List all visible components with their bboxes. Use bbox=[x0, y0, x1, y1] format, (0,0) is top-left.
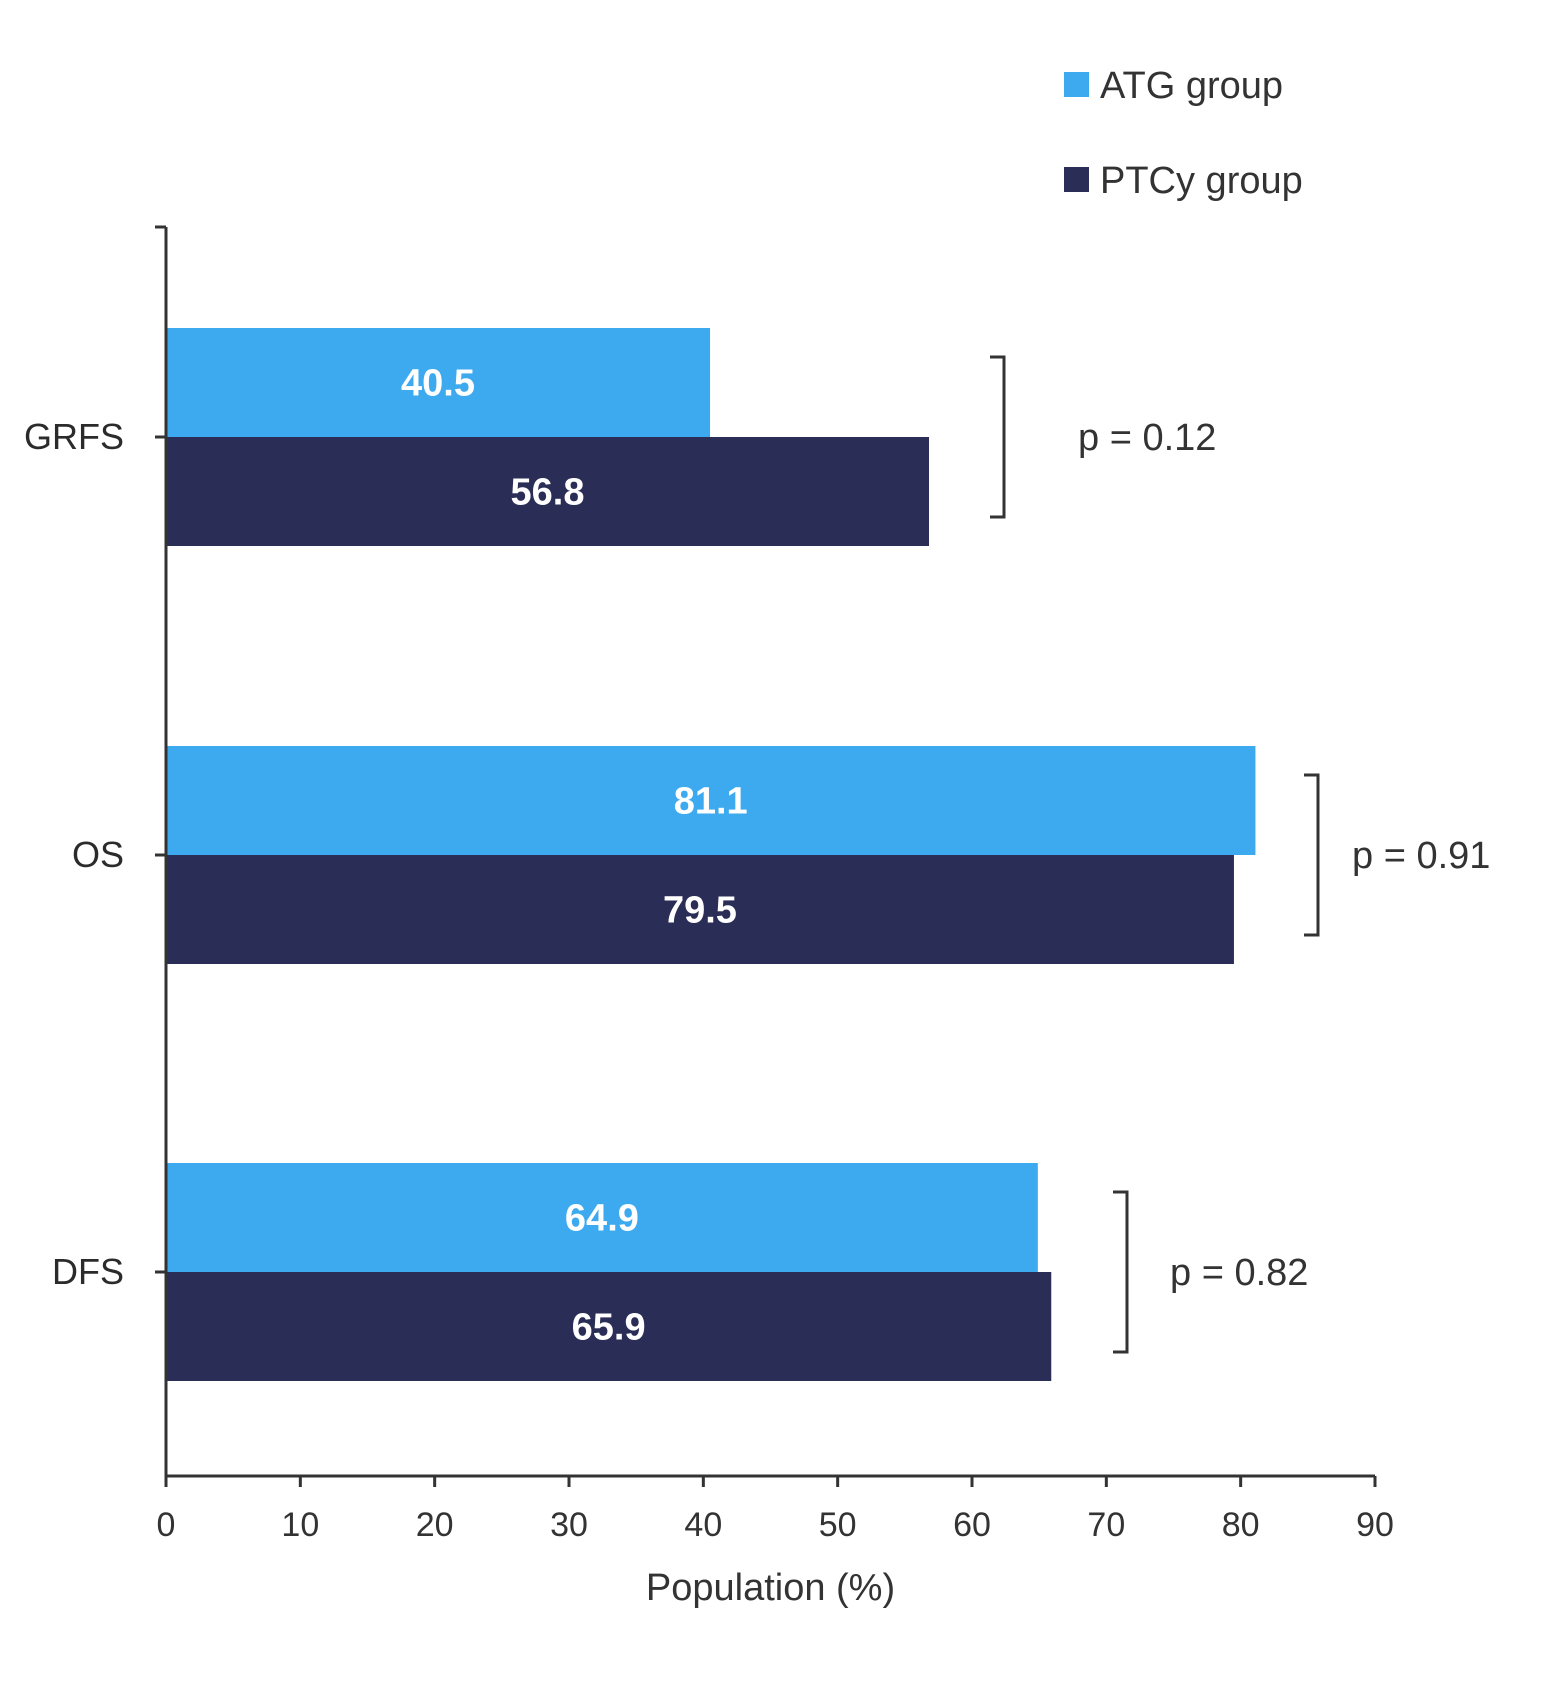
legend-label: ATG group bbox=[1100, 65, 1283, 107]
annotations-group: p = 0.12 p = 0.91 p = 0.82 bbox=[990, 355, 1490, 1354]
legend-swatch bbox=[1064, 72, 1089, 97]
category-label: OS bbox=[72, 834, 124, 875]
legend-label: PTCy group bbox=[1100, 160, 1303, 202]
data-label: 56.8 bbox=[511, 472, 585, 514]
data-labels-group: 40.5 56.8 81.1 79.5 64.9 65.9 bbox=[401, 363, 748, 1349]
category-label: GRFS bbox=[24, 416, 124, 457]
x-tick-label: 30 bbox=[550, 1506, 588, 1544]
x-tick-label: 70 bbox=[1087, 1506, 1125, 1544]
x-tick-label: 60 bbox=[953, 1506, 991, 1544]
x-tick-label: 80 bbox=[1222, 1506, 1260, 1544]
bar-atg-group-grfs bbox=[166, 328, 711, 437]
x-tick-label: 0 bbox=[157, 1506, 176, 1544]
p-value-label: p = 0.91 bbox=[1352, 835, 1490, 877]
bar-ptcy-group-dfs bbox=[166, 1272, 1052, 1381]
data-label: 79.5 bbox=[663, 890, 737, 932]
x-axis-label: Population (%) bbox=[646, 1567, 895, 1609]
data-label: 40.5 bbox=[401, 363, 475, 405]
x-tick-label: 10 bbox=[281, 1506, 319, 1544]
x-tick-label: 90 bbox=[1356, 1506, 1394, 1544]
bars-group bbox=[166, 328, 1256, 1381]
x-tick-label: 40 bbox=[684, 1506, 722, 1544]
significance-bracket bbox=[1304, 773, 1320, 937]
significance-bracket bbox=[1113, 1190, 1129, 1354]
data-label: 65.9 bbox=[572, 1307, 646, 1349]
bar-ptcy-group-grfs bbox=[166, 437, 930, 546]
legend-swatch bbox=[1064, 167, 1089, 192]
data-label: 81.1 bbox=[674, 781, 748, 823]
bar-ptcy-group-os bbox=[166, 855, 1234, 964]
data-label: 64.9 bbox=[565, 1198, 639, 1240]
x-tick-label: 20 bbox=[416, 1506, 454, 1544]
x-tick-label: 50 bbox=[819, 1506, 857, 1544]
category-label: DFS bbox=[52, 1251, 124, 1292]
bar-atg-group-os bbox=[166, 746, 1256, 855]
axes-group: GRFS OS DFS 0 10 20 30 40 50 60 70 80 90 Population (… bbox=[24, 225, 1394, 1609]
bar-atg-group-dfs bbox=[166, 1163, 1038, 1272]
p-value-label: p = 0.82 bbox=[1170, 1252, 1308, 1294]
p-value-label: p = 0.12 bbox=[1078, 417, 1216, 459]
legend: ATG group PTCy group bbox=[1064, 65, 1303, 202]
significance-bracket bbox=[990, 355, 1006, 519]
